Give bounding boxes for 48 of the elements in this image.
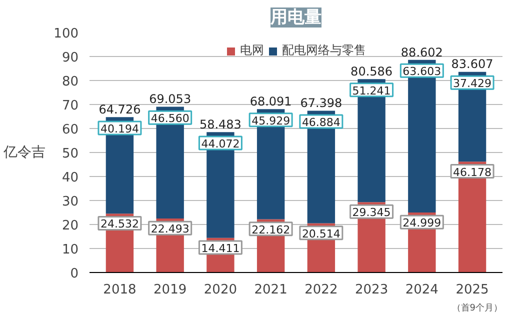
chart-title: 用电量 <box>270 8 322 28</box>
x-tick-label: 2022 <box>304 282 338 298</box>
y-tick-label: 90 <box>62 50 79 66</box>
data-label: 22.162 <box>252 223 290 236</box>
data-label: 29.345 <box>352 206 391 220</box>
total-label: 68.091 <box>250 94 292 108</box>
y-tick-label: 30 <box>62 194 79 210</box>
y-tick-label: 0 <box>70 266 79 282</box>
legend-label: 配电网络与零售 <box>282 42 366 59</box>
legend-label: 电网 <box>240 42 264 59</box>
y-tick-label: 80 <box>62 74 79 90</box>
data-label: 63.603 <box>402 65 442 78</box>
data-label: 44.072 <box>201 137 240 150</box>
y-tick-label: 40 <box>62 170 79 186</box>
y-axis-title: 亿令吉 <box>2 144 46 160</box>
total-label: 58.483 <box>199 118 242 132</box>
data-label: 46.884 <box>302 116 340 130</box>
data-label: 51.241 <box>352 84 391 98</box>
total-label: 88.602 <box>400 45 443 60</box>
x-tick-label: 2018 <box>103 282 136 298</box>
data-label: 46.178 <box>453 166 492 179</box>
y-tick-label: 50 <box>62 146 79 162</box>
data-label: 24.999 <box>402 216 442 230</box>
y-tick-label: 70 <box>62 98 79 114</box>
total-label: 83.607 <box>451 57 494 72</box>
x-tick-label: 2023 <box>355 282 388 298</box>
data-label: 14.411 <box>201 242 240 256</box>
data-label: 45.929 <box>252 114 290 128</box>
x-tick-label: 2025 <box>456 282 489 298</box>
y-tick-label: 60 <box>62 122 79 138</box>
x-tick-label: 2021 <box>254 282 288 298</box>
total-label: 80.586 <box>350 64 393 78</box>
y-tick-label: 100 <box>54 26 79 42</box>
x-tick-label: 2019 <box>154 282 187 298</box>
text: （首9个月） <box>452 302 503 314</box>
y-tick-label: 20 <box>62 218 79 234</box>
data-label: 40.194 <box>100 122 139 136</box>
y-tick-label: 10 <box>62 242 79 258</box>
total-label: 67.398 <box>300 96 342 110</box>
data-label: 20.514 <box>302 227 340 240</box>
total-label: 64.726 <box>98 102 141 117</box>
data-label: 24.532 <box>100 218 139 231</box>
x-tick-label: 2020 <box>204 282 238 298</box>
x-tick-label: 2024 <box>405 282 438 298</box>
data-label: 37.429 <box>453 77 492 90</box>
total-label: 69.053 <box>149 92 192 106</box>
data-label: 46.560 <box>150 112 190 126</box>
data-label: 22.493 <box>150 222 190 236</box>
